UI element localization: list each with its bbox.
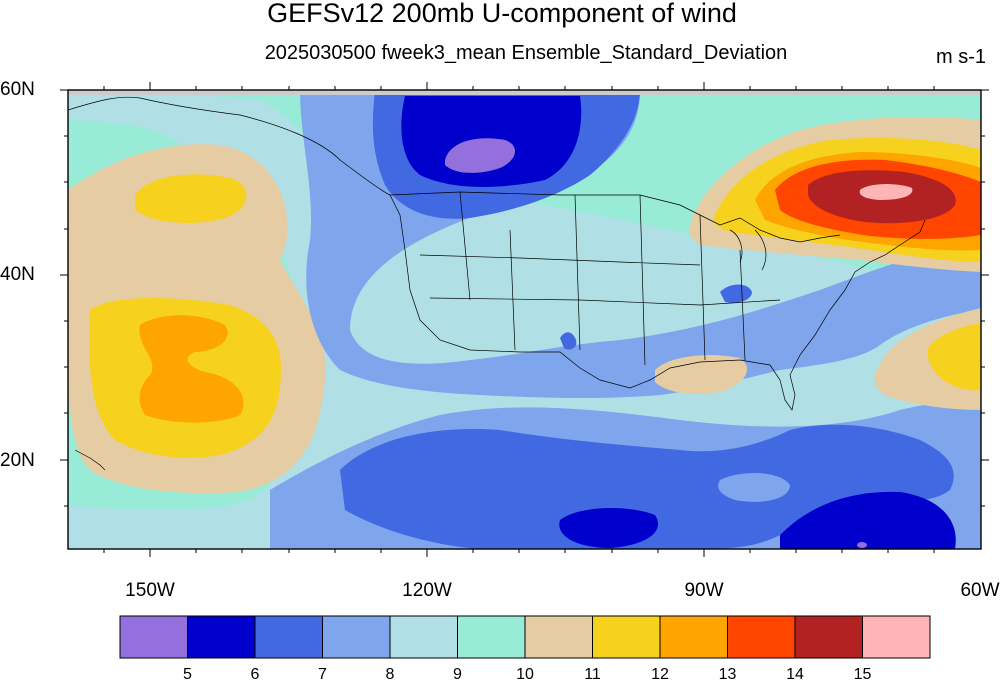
lon-tick-150w: 150W — [125, 580, 175, 601]
political-boundaries — [68, 96, 926, 471]
colorbar-label: 13 — [718, 666, 737, 683]
contour-7-patch-a — [560, 332, 577, 350]
state-lines — [419, 191, 781, 366]
us-coastline — [389, 194, 926, 411]
contour-13-pacific — [139, 315, 244, 423]
colorbar-label: 12 — [651, 666, 669, 683]
colorbar-label: 11 — [584, 666, 601, 683]
colorbar-label: 7 — [318, 666, 327, 683]
colorbar-swatch — [727, 615, 796, 659]
lon-ticks — [103, 82, 935, 557]
colorbar-swatch — [659, 615, 728, 659]
map-frame — [67, 89, 982, 550]
units-label: m s-1 — [936, 46, 986, 68]
colorbar-label: 6 — [250, 666, 260, 683]
colorbar-swatch — [187, 615, 256, 659]
colorbar-label: 8 — [385, 666, 395, 683]
colorbar-label: 14 — [786, 666, 804, 683]
contour-5-north — [445, 138, 516, 173]
colorbar-swatch — [322, 615, 391, 659]
hawaii-coast — [74, 449, 106, 471]
colorbar-label: 9 — [453, 666, 462, 683]
contour-6-south-a — [559, 508, 658, 548]
colorbar-swatch — [592, 615, 661, 659]
colorbar-swatch — [457, 615, 526, 659]
us-canada-border — [389, 191, 841, 243]
contour-7-patch-b — [720, 284, 752, 303]
colorbar-label: 10 — [516, 666, 534, 683]
lat-tick-20n: 20N — [0, 450, 35, 471]
colorbar-swatch — [794, 615, 863, 659]
contour-8-patch — [718, 473, 790, 502]
colorbar-label: 15 — [853, 666, 872, 683]
colorbar-swatch — [862, 615, 931, 659]
contour-field — [68, 90, 981, 549]
colorbar-swatch — [254, 615, 323, 659]
colorbar-label: 5 — [183, 666, 192, 683]
map-title: GEFSv12 200mb U-component of wind — [267, 0, 737, 28]
contour-11-gulf — [655, 355, 748, 394]
alaska-coast — [68, 96, 391, 196]
lon-tick-120w: 120W — [402, 580, 452, 601]
missing-data-strip — [68, 90, 981, 95]
colorbar-swatch — [389, 615, 458, 659]
colorbar-swatch — [524, 615, 593, 659]
contour-7-south — [340, 424, 954, 549]
contour-12-atlantic — [927, 323, 981, 391]
contour-6-south-b — [780, 491, 956, 549]
contour-12-north — [135, 174, 247, 224]
lat-tick-40n: 40N — [0, 264, 35, 285]
contour-5-south — [857, 542, 867, 548]
map-subtitle: 2025030500 fweek3_mean Ensemble_Standard… — [264, 42, 788, 64]
contour-16-northeast — [859, 184, 913, 200]
great-lakes — [729, 229, 767, 271]
colorbar — [119, 615, 931, 659]
lon-tick-60w: 60W — [960, 580, 1000, 601]
lat-tick-60n: 60N — [0, 79, 35, 100]
lon-tick-90w: 90W — [684, 580, 724, 601]
lat-ticks — [60, 89, 989, 507]
colorbar-swatch — [119, 615, 188, 659]
